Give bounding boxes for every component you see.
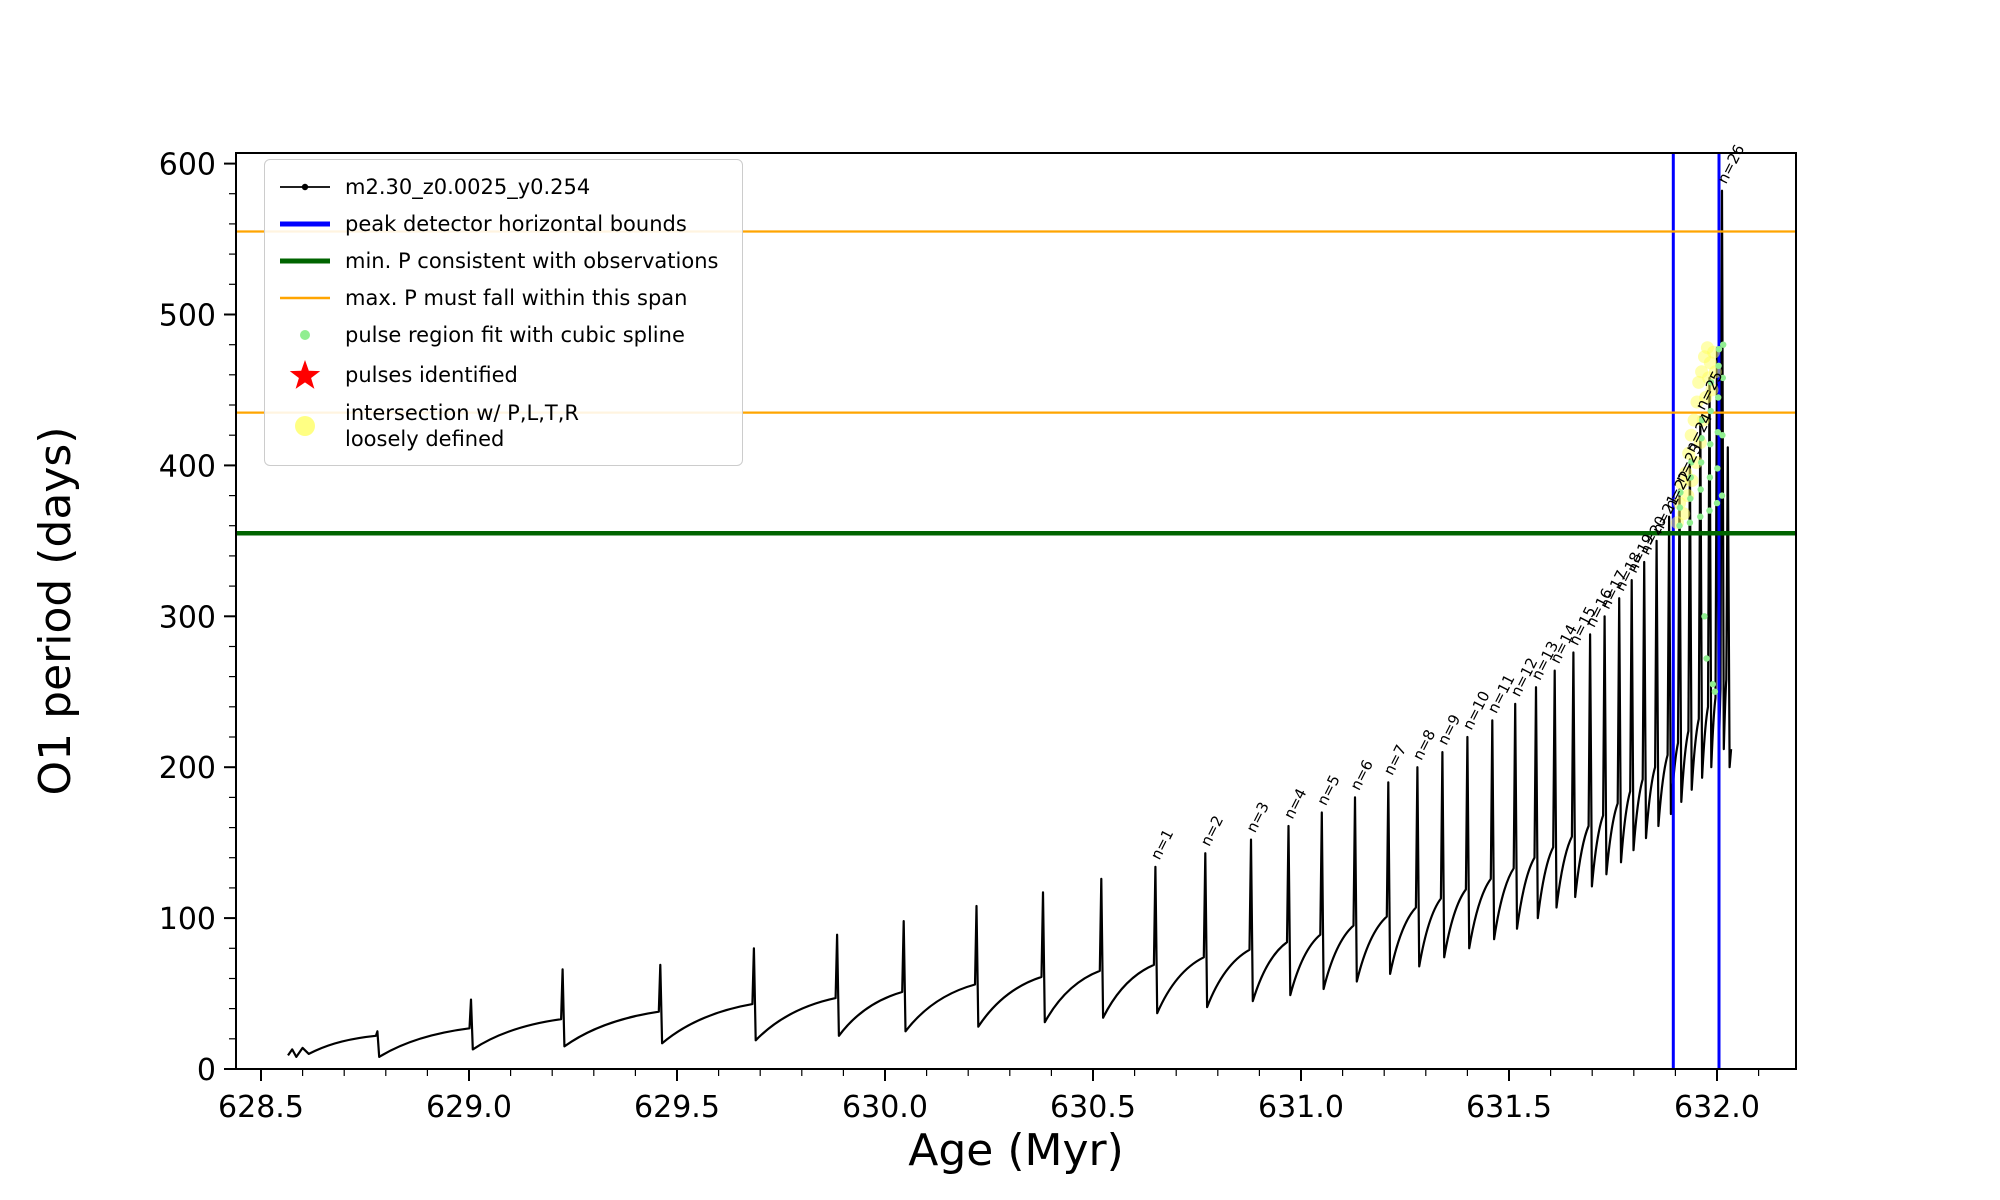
x-tick-label: 632.0	[1674, 1090, 1760, 1125]
spline-dot	[1698, 459, 1705, 466]
pulse-label: n=7	[1380, 742, 1410, 778]
spline-dot	[1686, 519, 1694, 526]
spline-dot	[1715, 362, 1722, 369]
y-tick-label: 500	[159, 299, 216, 334]
peak-bounds-line-icon	[277, 209, 333, 239]
legend-label: intersection w/ P,L,T,R loosely defined	[345, 401, 579, 452]
spline-dot	[1677, 489, 1684, 496]
axes: 628.5 629.0 629.5 630.0 630.5 631.0 631.5 632.0…	[30, 148, 1797, 1176]
spline-dot	[1676, 522, 1683, 529]
legend-label: pulse region fit with cubic spline	[345, 322, 685, 347]
pulse-label: n=3	[1243, 799, 1273, 835]
axes-frame	[235, 152, 1797, 1070]
spline-dot	[1688, 459, 1695, 466]
spline-dot	[1703, 655, 1710, 662]
intersection-dot	[1675, 477, 1689, 490]
spline-dot-icon	[277, 320, 333, 350]
intersection-dot	[1689, 455, 1703, 469]
intersection-dot-icon	[277, 409, 333, 443]
legend-label: m2.30_z0.0025_y0.254	[345, 174, 591, 199]
spline-dot	[1706, 507, 1713, 514]
spline-dot	[1707, 379, 1715, 386]
legend-item-5: pulse region fit with cubic spline	[277, 320, 718, 350]
x-tick-label: 630.0	[842, 1090, 928, 1125]
spline-dot	[1719, 432, 1726, 439]
legend-item-3: min. P consistent with observations	[277, 246, 718, 276]
pulse-label: n=9	[1434, 712, 1464, 748]
spline-dot	[1720, 341, 1727, 348]
x-tick-label: 629.0	[426, 1090, 512, 1125]
series-line-icon	[277, 172, 333, 202]
spline-dots	[1676, 341, 1727, 695]
x-tick-label: 629.5	[634, 1090, 720, 1125]
intersection-dot	[1684, 428, 1698, 442]
y-tick-label: 600	[159, 148, 216, 183]
legend-label: min. P consistent with observations	[345, 248, 719, 273]
x-axis-label: Age (Myr)	[908, 1125, 1124, 1176]
pulse-label: n=4	[1280, 785, 1310, 821]
x-tick-label: 631.0	[1258, 1090, 1344, 1125]
y-tick-label: 300	[159, 600, 216, 635]
x-tick-label: 630.5	[1050, 1090, 1136, 1125]
intersection-dot	[1687, 413, 1701, 427]
spline-dot	[1709, 681, 1717, 688]
spline-dot	[1707, 407, 1714, 415]
spline-dot	[1715, 394, 1722, 401]
spline-dot	[1698, 435, 1705, 442]
pulse-label: n=8	[1409, 727, 1439, 763]
spline-dot	[1718, 492, 1726, 499]
legend-item-7: intersection w/ P,L,T,R loosely defined	[277, 400, 718, 453]
spline-dot	[1714, 429, 1722, 436]
spline-dot	[1713, 499, 1721, 507]
y-tick-label: 0	[197, 1053, 216, 1088]
spline-dot	[1706, 474, 1714, 481]
pulse-star-icon	[277, 357, 333, 393]
spline-dot	[1697, 513, 1704, 520]
intersection-dot	[1692, 375, 1706, 389]
max-p-line-icon	[277, 283, 333, 313]
min-p-line-icon	[277, 246, 333, 276]
legend-label: pulses identified	[345, 362, 518, 387]
pulse-label: n=6	[1347, 757, 1377, 793]
spline-dot	[1687, 495, 1694, 502]
legend-item-1: m2.30_z0.0025_y0.254	[277, 172, 718, 202]
y-axis-label: O1 period (days)	[30, 427, 81, 796]
y-tick-label: 400	[159, 449, 216, 484]
pulse-label: n=2	[1197, 813, 1227, 849]
spline-dot	[1687, 474, 1695, 481]
spline-dot	[1698, 416, 1706, 424]
legend-label: max. P must fall within this span	[345, 285, 688, 310]
legend-item-4: max. P must fall within this span	[277, 283, 718, 313]
x-tick-label: 631.5	[1466, 1090, 1552, 1125]
intersection-dot	[1682, 446, 1696, 460]
spline-dot	[1715, 346, 1723, 353]
legend-item-2: peak detector horizontal bounds	[277, 209, 718, 239]
pulse-label: n=1	[1147, 826, 1177, 862]
spline-dot	[1707, 441, 1714, 448]
legend-item-6: pulses identified	[277, 357, 718, 393]
y-tick-label: 100	[159, 902, 216, 937]
y-tick-label: 200	[159, 751, 216, 786]
spline-dot	[1701, 613, 1708, 620]
spline-dot	[1714, 465, 1721, 472]
intersection-dot	[1705, 383, 1719, 397]
spline-dot	[1719, 374, 1727, 382]
intersection-dots	[1670, 341, 1722, 530]
spline-dot	[1697, 486, 1704, 493]
x-tick-label: 628.5	[218, 1090, 304, 1125]
spline-dot	[1711, 688, 1719, 695]
spline-dot	[1676, 504, 1684, 511]
pulse-label: n=5	[1313, 772, 1343, 808]
legend-label: peak detector horizontal bounds	[345, 211, 687, 236]
